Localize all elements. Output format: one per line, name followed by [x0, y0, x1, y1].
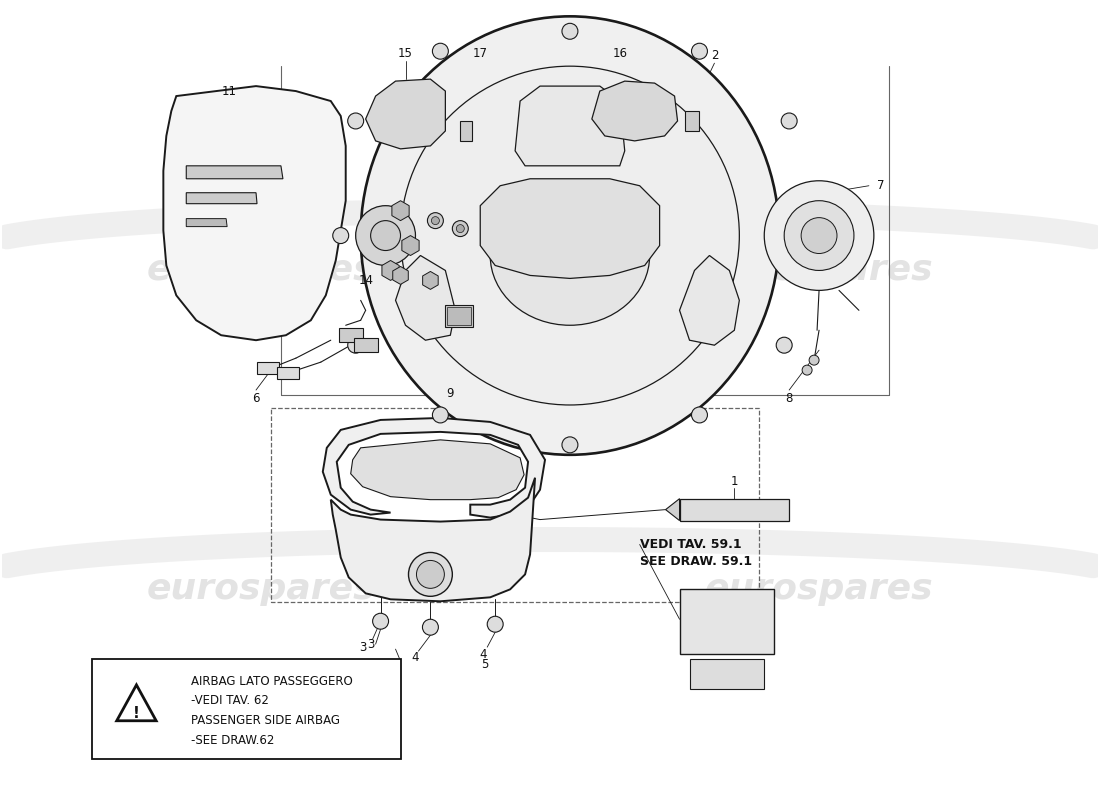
Circle shape [810, 355, 820, 365]
Circle shape [428, 213, 443, 229]
Polygon shape [322, 418, 544, 518]
Circle shape [562, 437, 578, 453]
Polygon shape [382, 261, 399, 281]
FancyBboxPatch shape [690, 659, 764, 689]
Circle shape [456, 225, 464, 233]
Text: 5: 5 [482, 658, 488, 670]
Circle shape [692, 43, 707, 59]
Polygon shape [515, 86, 625, 166]
Circle shape [348, 113, 364, 129]
Circle shape [417, 561, 444, 588]
Text: 17: 17 [473, 46, 487, 60]
Polygon shape [402, 235, 419, 255]
Polygon shape [666, 498, 680, 521]
Polygon shape [422, 271, 438, 290]
Circle shape [373, 614, 388, 630]
Polygon shape [392, 201, 409, 221]
Circle shape [422, 619, 439, 635]
Circle shape [408, 553, 452, 596]
Text: 3: 3 [359, 641, 366, 654]
Polygon shape [186, 193, 257, 204]
Circle shape [777, 338, 792, 353]
Circle shape [452, 221, 469, 237]
Text: !: ! [133, 706, 140, 722]
Text: 4: 4 [480, 648, 487, 661]
Polygon shape [592, 81, 678, 141]
FancyBboxPatch shape [354, 338, 377, 352]
Circle shape [692, 407, 707, 423]
Text: 14: 14 [359, 274, 374, 287]
Circle shape [764, 181, 873, 290]
Text: 10: 10 [448, 279, 463, 292]
Ellipse shape [491, 186, 650, 326]
Text: 8: 8 [785, 391, 793, 405]
Circle shape [781, 113, 798, 129]
Polygon shape [351, 440, 524, 500]
Polygon shape [460, 121, 472, 141]
FancyBboxPatch shape [91, 659, 400, 758]
Text: 15: 15 [398, 46, 412, 60]
FancyBboxPatch shape [446, 306, 473, 327]
Circle shape [791, 228, 807, 243]
Circle shape [355, 206, 416, 266]
Text: 13: 13 [468, 196, 483, 209]
Text: eurospares: eurospares [146, 572, 375, 606]
Circle shape [432, 407, 449, 423]
Circle shape [431, 217, 439, 225]
Text: 3: 3 [367, 638, 374, 650]
Polygon shape [481, 178, 660, 278]
Text: -SEE DRAW.62: -SEE DRAW.62 [191, 734, 275, 747]
Circle shape [348, 338, 364, 353]
Text: 12: 12 [406, 191, 421, 204]
Polygon shape [684, 111, 700, 131]
FancyBboxPatch shape [448, 307, 471, 326]
Text: 2: 2 [711, 49, 718, 62]
Text: 16: 16 [613, 46, 627, 60]
Circle shape [784, 201, 854, 270]
FancyBboxPatch shape [257, 362, 279, 374]
Circle shape [371, 221, 400, 250]
Text: eurospares: eurospares [705, 254, 934, 287]
Text: 4: 4 [394, 661, 402, 674]
FancyBboxPatch shape [277, 367, 299, 379]
Text: 11: 11 [221, 85, 236, 98]
Polygon shape [163, 86, 345, 340]
Ellipse shape [400, 66, 739, 405]
Circle shape [562, 23, 578, 39]
Text: -VEDI TAV. 62: -VEDI TAV. 62 [191, 694, 270, 707]
Circle shape [801, 218, 837, 254]
Polygon shape [680, 255, 739, 345]
Polygon shape [117, 685, 156, 721]
FancyBboxPatch shape [339, 328, 363, 342]
Polygon shape [365, 79, 446, 149]
Text: SEE DRAW. 59.1: SEE DRAW. 59.1 [640, 555, 751, 568]
Text: 7: 7 [877, 179, 884, 192]
Text: 9: 9 [447, 386, 454, 399]
Circle shape [333, 228, 349, 243]
Text: 1: 1 [730, 475, 738, 488]
Text: 4: 4 [411, 650, 419, 664]
Ellipse shape [361, 16, 779, 455]
Circle shape [487, 616, 503, 632]
Circle shape [432, 43, 449, 59]
Text: PASSENGER SIDE AIRBAG: PASSENGER SIDE AIRBAG [191, 714, 340, 727]
FancyBboxPatch shape [680, 590, 774, 654]
Polygon shape [186, 166, 283, 178]
Text: AIRBAG LATO PASSEGGERO: AIRBAG LATO PASSEGGERO [191, 674, 353, 687]
Polygon shape [393, 266, 408, 285]
Text: VEDI TAV. 59.1: VEDI TAV. 59.1 [640, 538, 741, 551]
Text: 6: 6 [252, 391, 260, 405]
Polygon shape [331, 478, 535, 602]
Text: eurospares: eurospares [705, 572, 934, 606]
Polygon shape [396, 255, 455, 340]
Circle shape [802, 365, 812, 375]
Text: eurospares: eurospares [146, 254, 375, 287]
FancyBboxPatch shape [680, 498, 789, 521]
Polygon shape [186, 218, 227, 226]
